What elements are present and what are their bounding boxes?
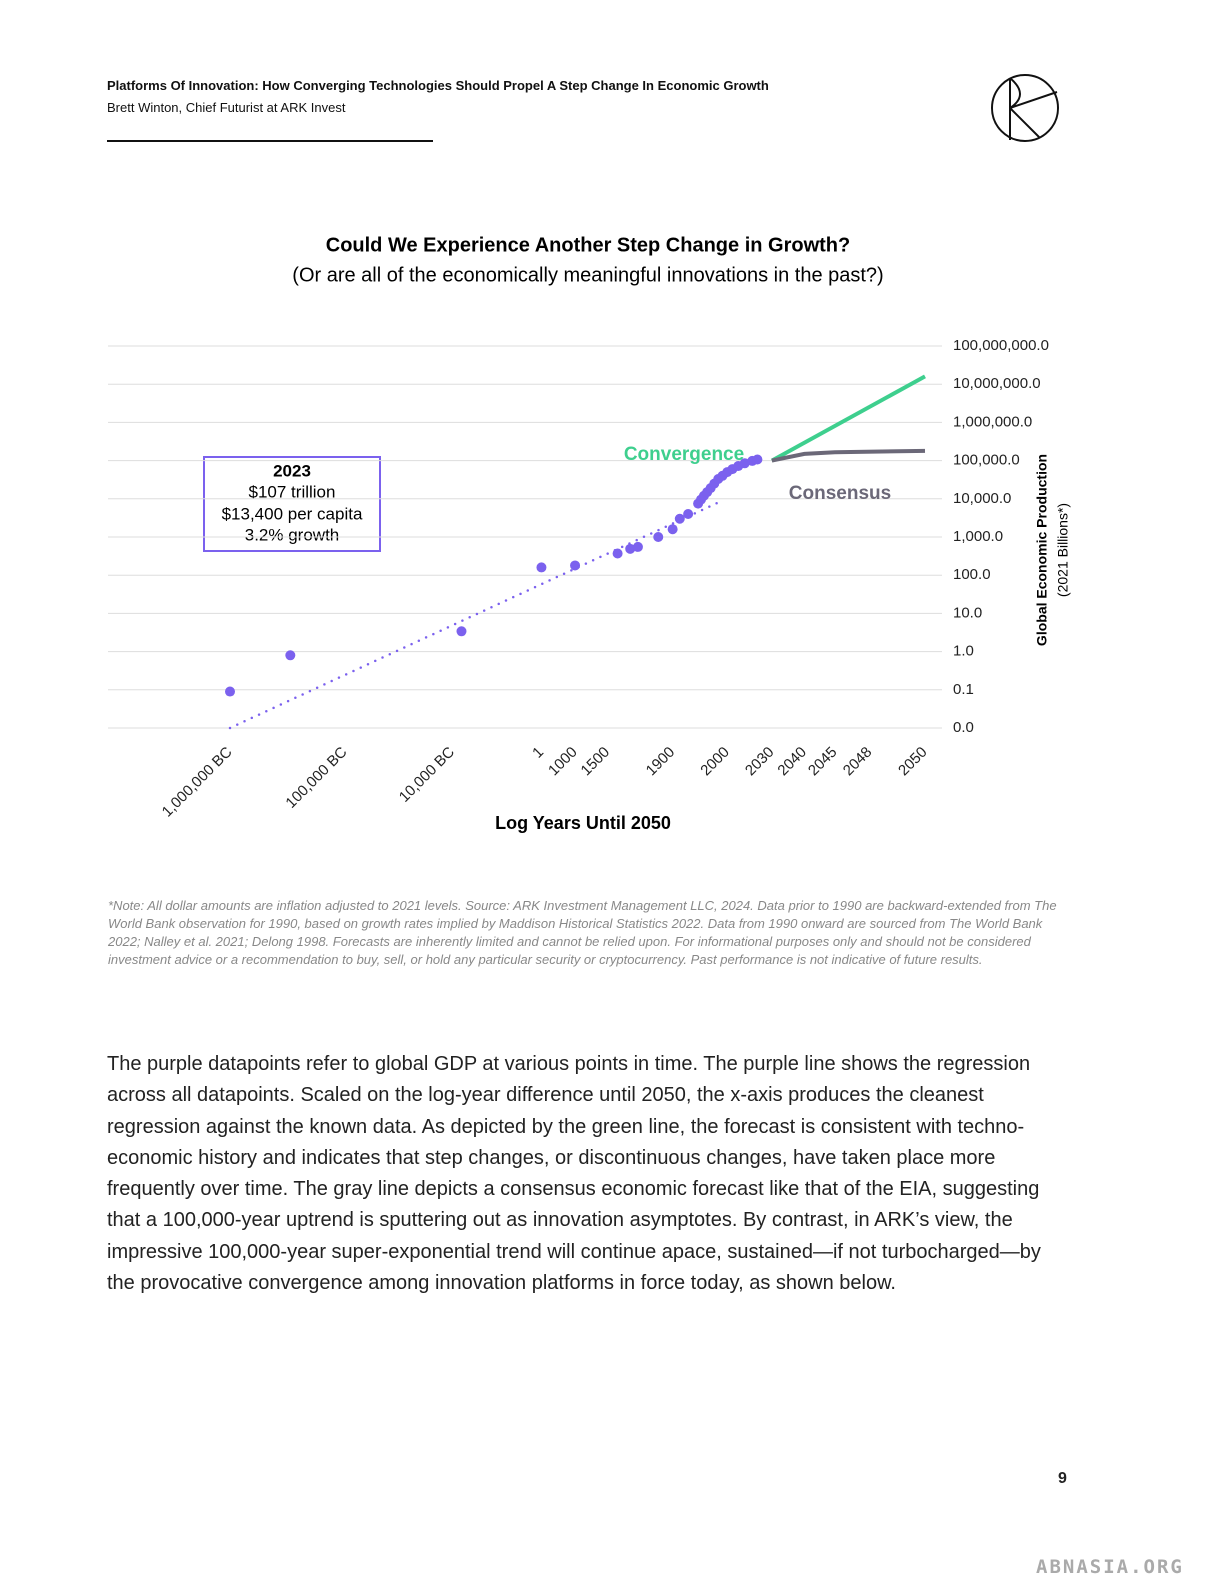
data-point: [674, 513, 685, 524]
data-point: [285, 650, 296, 661]
y-axis-label: Global Economic Production: [1034, 454, 1050, 646]
line: [228, 501, 720, 730]
data-point: [225, 686, 235, 697]
header-rule: [107, 140, 433, 142]
y-tick-label: 100,000,000.0: [953, 337, 1049, 354]
data-point: [570, 560, 581, 571]
annotation-text: $13,400 per capita: [222, 504, 363, 523]
y-tick-label: 0.1: [953, 681, 974, 698]
note: *Note: All dollar amounts are inflation …: [108, 898, 1057, 967]
x-tick-label: 10,000 BC: [396, 744, 458, 806]
data-point: [632, 541, 643, 552]
x-tick-label: 2040: [774, 744, 810, 780]
y-tick-label: 100,000.0: [953, 452, 1020, 469]
page-number: 9: [1058, 1470, 1067, 1487]
data-point: [667, 524, 678, 535]
x-tick-label: 100,000 BC: [282, 744, 350, 812]
series-label: Convergence: [624, 444, 744, 465]
data-point: [653, 532, 664, 542]
annotation-text: 3.2% growth: [245, 525, 340, 544]
data-point: [752, 454, 763, 465]
y-tick-label: 1,000,000.0: [953, 413, 1032, 430]
annotation-box: [203, 456, 381, 552]
x-tick-label: 1000: [545, 744, 581, 780]
data-point: [625, 543, 636, 554]
x-tick-label: 1900: [643, 744, 679, 780]
y-axis-sublabel: (2021 Billions*): [1055, 503, 1071, 597]
x-tick-label: 2050: [895, 744, 931, 780]
y-tick-label: 10,000.0: [953, 490, 1011, 507]
chart-title: Could We Experience Another Step Change …: [326, 234, 851, 256]
logo: [991, 74, 1059, 142]
x-axis-label: Log Years Until 2050: [495, 813, 671, 833]
x-tick-label: 2030: [742, 744, 778, 780]
annotation-text: 2023: [273, 461, 311, 480]
chart: Could We Experience Another Step Change …: [108, 74, 1071, 833]
y-tick-label: 10,000,000.0: [953, 375, 1041, 392]
x-tick-label: 1: [529, 744, 547, 762]
data-point: [456, 626, 467, 637]
data-point: [739, 458, 750, 469]
x-tick-label: 2045: [805, 744, 841, 780]
y-tick-label: 1.0: [953, 643, 974, 660]
series-label: Consensus: [789, 483, 891, 504]
watermark: ABNASIA.ORG: [1036, 1556, 1184, 1578]
header-title: Platforms Of Innovation: How Converging …: [107, 78, 769, 93]
annotation-text: $107 trillion: [249, 482, 336, 501]
x-tick-label: 1,000,000 BC: [159, 744, 236, 821]
y-tick-label: 100.0: [953, 566, 991, 583]
data-point: [683, 509, 694, 520]
y-tick-label: 0.0: [953, 719, 974, 736]
line: [771, 448, 926, 463]
y-tick-label: 10.0: [953, 604, 982, 621]
body-text: The purple datapoints refer to global GD…: [107, 1053, 1041, 1295]
data-point: [536, 562, 547, 573]
x-tick-label: 2048: [840, 744, 876, 780]
x-tick-label: 2000: [697, 744, 733, 780]
chart-subtitle: (Or are all of the economically meaningf…: [292, 264, 883, 286]
y-tick-label: 1,000.0: [953, 528, 1003, 545]
header-author: Brett Winton, Chief Futurist at ARK Inve…: [107, 100, 346, 115]
line: [770, 374, 926, 463]
x-tick-label: 1500: [578, 744, 614, 780]
